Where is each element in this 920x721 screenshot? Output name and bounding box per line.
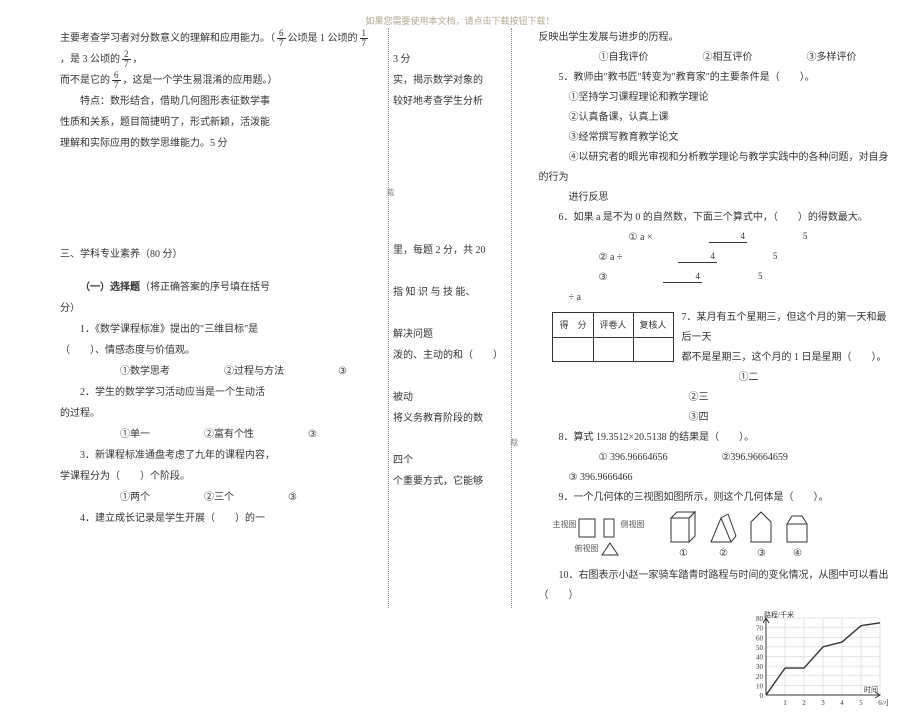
para-1: 主要考查学习者对分数意义的理解和应用能力。（67公顷是 1 公顷的17，是 3 … — [60, 28, 376, 70]
m4: 里，每题 2 分，共 20 — [393, 240, 510, 261]
svg-text:1: 1 — [784, 699, 788, 707]
m9: 将义务教育阶段的数 — [393, 408, 510, 429]
m5: 指 知 识 与 技 能、 — [393, 282, 510, 303]
svg-text:路程/千米: 路程/千米 — [764, 610, 794, 619]
m7: 泼的、主动的和（ ） — [393, 345, 510, 366]
cut-line-1: 裁 — [388, 28, 389, 608]
para-3: 特点：数形结合，借助几何图形表征数学事 — [60, 91, 376, 112]
cut-line-2: 裁 — [511, 28, 512, 608]
svg-text:时间: 时间 — [864, 685, 878, 694]
svg-text:5: 5 — [860, 699, 864, 707]
header-note: 如果您需要使用本文档，请点击下载按钮下载！ — [0, 14, 920, 27]
r3-opts: ①二②三③四 — [538, 368, 890, 428]
svg-text:2: 2 — [803, 699, 807, 707]
m11: 个重要方式，它能够 — [393, 471, 510, 492]
r4-opts: ① 396.96664656②396.96664659③ 396.9666466 — [538, 448, 890, 488]
svg-text:50: 50 — [756, 644, 764, 652]
q3-opts: ①两个②三个③ — [60, 487, 376, 508]
views-row: 主视图 侧视图 俯视图 ① — [552, 510, 890, 564]
right-column: 反映出学生发展与进步的历程。 ①自我评价②相互评价③多样评价 5．教师由"教书匠… — [514, 28, 890, 608]
q2b: 的过程。 — [60, 403, 376, 424]
svg-text:/小时: /小时 — [882, 698, 888, 707]
m10: 四个 — [393, 450, 510, 471]
r2-opts: ① a ×45 ② a ÷45 ③ 45 ÷ a — [538, 228, 890, 308]
r0-opts: ①自我评价②相互评价③多样评价 — [538, 48, 890, 68]
svg-text:80: 80 — [756, 615, 764, 623]
r1d: ④以研究者的眼光审视和分析教学理论与教学实践中的各种问题，对自身的行为 — [538, 148, 890, 188]
q1-opts: ①数学思考②过程与方法③ — [60, 361, 376, 382]
score-table: 得 分评卷人复核人 — [552, 312, 673, 362]
mid-column: 3 分 实，揭示数学对象的 较好地考查学生分析 里，每题 2 分，共 20 指 … — [391, 28, 510, 608]
q4: 4．建立成长记录是学生开展（ ）的一 — [60, 508, 376, 529]
svg-text:30: 30 — [756, 663, 764, 671]
r1e: 进行反思 — [538, 188, 890, 208]
r4: 8．算式 19.3512×20.5138 的结果是（ ）。 — [538, 428, 890, 448]
m8: 被动 — [393, 387, 510, 408]
para-4: 性质和关系，题目简捷明了，形式新颖，活泼能 — [60, 112, 376, 133]
solid-2-icon — [708, 510, 738, 544]
solid-1-icon — [668, 510, 698, 544]
select-tail: 分） — [60, 298, 376, 319]
q2: 2．学生的数学学习活动应当是一个生动活 — [60, 382, 376, 403]
select-title: （一）选择题（将正确答案的序号填在括号 — [60, 277, 376, 298]
distance-time-chart: 01020304050607080123456路程/千米时间/小时 — [738, 608, 890, 721]
side-view-icon — [598, 517, 620, 539]
svg-text:10: 10 — [756, 682, 764, 690]
section-3-title: 三、学科专业素养（80 分） — [60, 244, 376, 265]
svg-text:0: 0 — [760, 692, 764, 700]
r1c: ③经常撰写教育教学论文 — [538, 128, 890, 148]
svg-text:3: 3 — [822, 699, 826, 707]
svg-text:4: 4 — [841, 699, 845, 707]
svg-text:20: 20 — [756, 673, 764, 681]
r3: 7．某月有五个星期三，但这个月的第一天和最后一天 — [682, 308, 890, 348]
r0: 反映出学生发展与进步的历程。 — [538, 28, 890, 48]
m6: 解决问题 — [393, 324, 510, 345]
r2: 6．如果 a 是不为 0 的自然数，下面三个算式中，（ ）的得数最大。 — [538, 208, 890, 228]
r3b: 都不是星期三，这个月的 1 日是星期（ ）。 — [682, 348, 890, 368]
m3: 较好地考查学生分析 — [393, 91, 510, 112]
svg-text:60: 60 — [756, 634, 764, 642]
para-2: 而不是它的67，这是一个学生易混淆的应用题。） — [60, 70, 376, 91]
solid-3-icon — [748, 510, 774, 544]
q2-opts: ①单一②富有个性③ — [60, 424, 376, 445]
r1b: ②认真备课，认真上课 — [538, 108, 890, 128]
svg-text:40: 40 — [756, 654, 764, 662]
m1: 3 分 — [393, 49, 510, 70]
r5: 9．一个几何体的三视图如图所示，则这个几何体是（ ）。 — [538, 488, 890, 508]
svg-text:70: 70 — [756, 625, 764, 633]
left-column: 主要考查学习者对分数意义的理解和应用能力。（67公顷是 1 公顷的17，是 3 … — [60, 28, 386, 608]
m2: 实，揭示数学对象的 — [393, 70, 510, 91]
r1a: ①坚持学习课程理论和教学理论 — [538, 88, 890, 108]
r6: 10．右图表示小赵一家骑车踏青时路程与时间的变化情况，从图中可以看出（ ） — [538, 566, 890, 606]
r1: 5．教师由"教书匠"转变为"教育家"的主要条件是（ ）。 — [538, 68, 890, 88]
top-view-icon — [598, 541, 622, 557]
solid-4-icon — [784, 510, 810, 544]
q3b: 学课程分为（ ）个阶段。 — [60, 466, 376, 487]
q1: 1．《数学课程标准》提出的"三维目标"是 — [60, 319, 376, 340]
front-view-icon — [576, 517, 598, 539]
q1b: （ ）、情感态度与价值观。 — [60, 340, 376, 361]
q3: 3．新课程标准通盘考虑了九年的课程内容， — [60, 445, 376, 466]
para-5: 理解和实际应用的数学思维能力。5 分 — [60, 133, 376, 154]
